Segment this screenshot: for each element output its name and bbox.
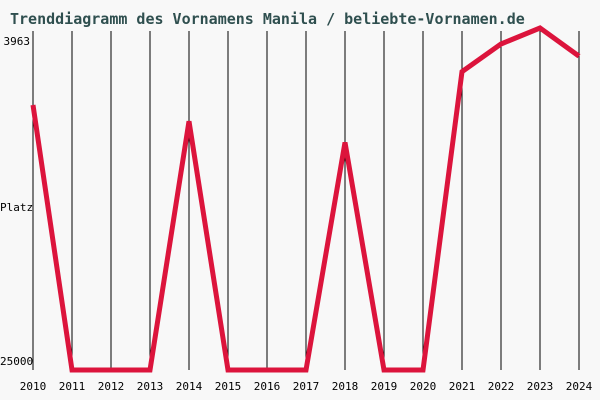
y-axis-tick-bottom: 25000 bbox=[0, 355, 34, 368]
x-tick-label: 2021 bbox=[448, 380, 476, 393]
x-tick-label: 2013 bbox=[136, 380, 164, 393]
chart-title: Trenddiagramm des Vornamens Manila / bel… bbox=[10, 10, 525, 28]
x-tick-label: 2015 bbox=[214, 380, 242, 393]
y-axis-tick-top: 3963 bbox=[3, 35, 31, 48]
trend-line bbox=[30, 25, 581, 373]
x-tick-label: 2018 bbox=[331, 380, 359, 393]
x-tick-label: 2024 bbox=[565, 380, 593, 393]
y-axis-title: Platz bbox=[0, 201, 34, 214]
x-tick-label: 2011 bbox=[58, 380, 86, 393]
x-tick-label: 2010 bbox=[19, 380, 47, 393]
x-tick-label: 2022 bbox=[487, 380, 515, 393]
x-tick-label: 2014 bbox=[175, 380, 203, 393]
x-tick-label: 2020 bbox=[409, 380, 437, 393]
x-tick-label: 2019 bbox=[370, 380, 398, 393]
x-tick-label: 2023 bbox=[526, 380, 554, 393]
x-tick-label: 2016 bbox=[253, 380, 281, 393]
x-tick-label: 2017 bbox=[292, 380, 320, 393]
x-tick-label: 2012 bbox=[97, 380, 125, 393]
